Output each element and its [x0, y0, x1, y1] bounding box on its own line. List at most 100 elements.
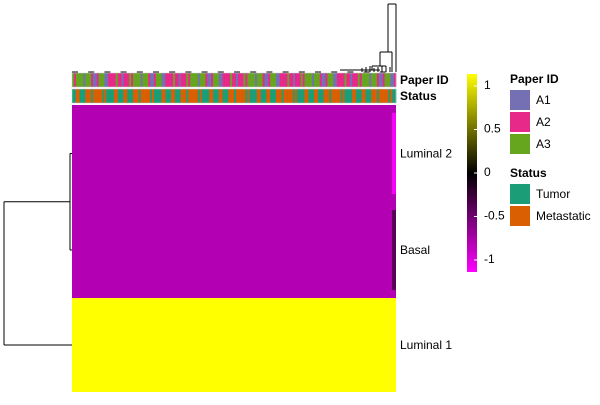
annotation-cell: [333, 89, 336, 103]
annotation-cell: [388, 73, 391, 87]
annotation-cell: [77, 89, 81, 103]
annotation-cell: [251, 89, 254, 103]
annotation-cell: [228, 73, 231, 87]
annotation-cell: [243, 89, 246, 103]
annotation-cell: [85, 73, 88, 87]
annotation-cell: [125, 73, 128, 87]
annotation-cell: [359, 89, 363, 103]
annotation-cell: [205, 73, 208, 87]
annotation-cell: [190, 89, 193, 103]
annotation-cell: [237, 89, 241, 103]
annotation-cell: [174, 73, 178, 87]
annotation-cell: [140, 73, 143, 87]
annotation-cell: [79, 73, 82, 87]
annotation-cell: [98, 73, 101, 87]
annotation-cell: [131, 89, 134, 103]
annotation-cell: [394, 89, 397, 103]
annotation-cell: [340, 73, 344, 87]
annotation-cell: [268, 89, 271, 103]
annotation-cell: [75, 89, 79, 103]
annotation-cell: [155, 89, 159, 103]
annotation-cell: [98, 89, 101, 103]
annotation-cell: [75, 73, 79, 87]
legend-entry-label: A1: [536, 93, 551, 107]
annotation-cell: [289, 89, 292, 103]
annotation-cell: [72, 73, 75, 87]
annotation-cell: [335, 89, 338, 103]
annotation-cell: [270, 73, 273, 87]
annotation-cell: [157, 73, 161, 87]
annotation-cell: [340, 89, 344, 103]
annotation-cell: [342, 89, 345, 103]
annotation-cell: [180, 73, 183, 87]
annotation-cell: [153, 73, 157, 87]
annotation-cell: [163, 89, 166, 103]
annotation-cell: [369, 73, 372, 87]
annotation-cell: [319, 89, 323, 103]
heatmap-cell-row-1: [72, 202, 396, 298]
annotation-cell: [197, 89, 201, 103]
annotation-cell: [148, 89, 151, 103]
annotation-cell: [317, 89, 321, 103]
color-scale-tick-label: 0.5: [484, 122, 501, 136]
annotation-cell: [100, 73, 103, 87]
annotation-cell: [209, 73, 212, 87]
annotation-track-border: [71, 88, 397, 104]
annotation-cell: [390, 89, 393, 103]
annotation-cell: [79, 89, 82, 103]
annotation-cell: [373, 73, 376, 87]
annotation-cell: [140, 89, 143, 103]
annotation-cell: [85, 89, 88, 103]
annotation-cell: [310, 89, 313, 103]
annotation-cell: [258, 89, 262, 103]
annotation-cell: [308, 89, 311, 103]
annotation-cell: [249, 89, 252, 103]
annotation-cell: [323, 73, 326, 87]
annotation-cell: [294, 73, 298, 87]
annotation-tracks: [71, 72, 397, 104]
annotation-cell: [220, 89, 223, 103]
annotation-cell: [230, 73, 233, 87]
heatmap-edge-sample: [392, 210, 396, 290]
annotation-cell: [142, 73, 145, 87]
annotation-cell: [279, 73, 283, 87]
annotation-cell: [117, 89, 121, 103]
annotation-cell: [266, 89, 269, 103]
annotation-cell: [239, 89, 243, 103]
annotation-cell: [274, 73, 277, 87]
annotation-cell: [100, 89, 103, 103]
annotation-cell: [315, 73, 319, 87]
annotation-cell: [291, 73, 294, 87]
annotation-cell: [315, 89, 319, 103]
annotation-cell: [314, 73, 317, 87]
annotation-cell: [211, 89, 214, 103]
annotation-cell: [384, 89, 387, 103]
annotation-cell: [317, 73, 321, 87]
annotation-cell: [279, 89, 283, 103]
annotation-cell: [310, 73, 313, 87]
annotation-cell: [380, 89, 384, 103]
annotation-track-status: [71, 88, 397, 104]
annotation-cell: [336, 73, 340, 87]
annotation-cell: [277, 89, 281, 103]
annotation-cell: [348, 73, 351, 87]
annotation-cell: [275, 89, 279, 103]
annotation-cell: [165, 73, 168, 87]
annotation-cell: [167, 73, 170, 87]
annotation-cell: [344, 73, 347, 87]
annotation-cell: [224, 89, 227, 103]
annotation-cell: [378, 89, 382, 103]
annotation-cell: [222, 73, 225, 87]
annotation-cell: [152, 73, 155, 87]
annotation-cell: [207, 73, 210, 87]
annotation-cell: [161, 73, 164, 87]
annotation-cell: [245, 89, 248, 103]
annotation-cell: [184, 73, 187, 87]
color-scale-tick-label: 1: [484, 78, 491, 92]
annotation-cell: [390, 73, 393, 87]
annotation-cell: [291, 89, 294, 103]
annotation-cell: [132, 73, 136, 87]
annotation-cell: [121, 73, 124, 87]
annotation-cell: [258, 73, 262, 87]
